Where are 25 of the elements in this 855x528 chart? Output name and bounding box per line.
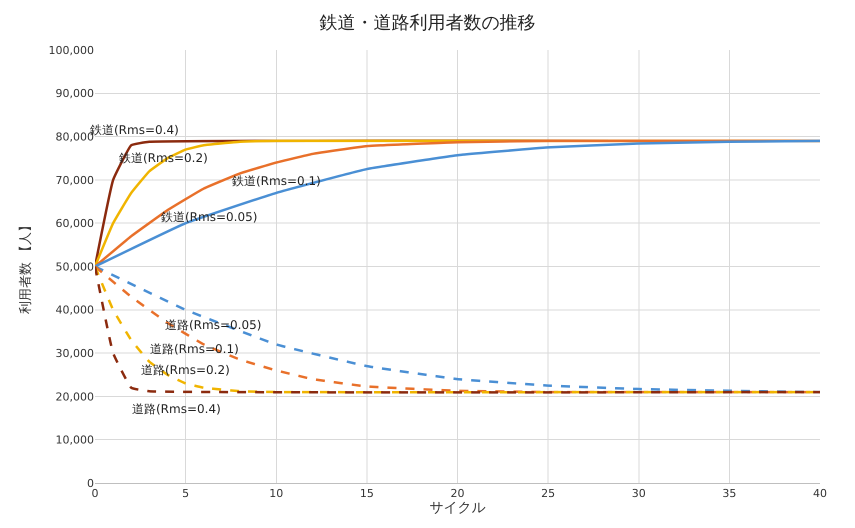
series-label: 道路(Rms=0.4) (132, 402, 221, 416)
x-tick-label: 5 (182, 487, 190, 500)
x-tick-label: 35 (722, 487, 736, 500)
x-tick-label: 10 (269, 487, 284, 500)
x-tick-label: 15 (360, 487, 374, 500)
y-tick-label: 70,000 (56, 174, 94, 187)
y-tick-label: 20,000 (56, 390, 94, 404)
series-label: 道路(Rms=0.1) (150, 342, 239, 356)
y-tick-label: 90,000 (56, 87, 94, 100)
y-tick-label: 30,000 (56, 346, 94, 360)
chart-title: 鉄道・道路利用者数の推移 (320, 12, 536, 34)
series-label: 鉄道(Rms=0.1) (232, 174, 321, 188)
y-tick-label: 100,000 (48, 44, 94, 57)
x-tick-label: 20 (450, 487, 464, 500)
x-tick-label: 40 (813, 487, 827, 500)
y-tick-label: 0 (87, 476, 94, 490)
y-tick-label: 40,000 (56, 304, 94, 317)
series-label: 道路(Rms=0.2) (141, 363, 230, 377)
y-axis-title: 利用者数 【人】 (18, 218, 34, 314)
y-tick-label: 10,000 (56, 434, 94, 447)
x-axis-title: サイクル (430, 500, 486, 516)
y-tick-label: 50,000 (56, 260, 94, 274)
x-tick-label: 30 (632, 487, 646, 500)
x-tick-label: 25 (541, 487, 556, 500)
y-tick-label: 60,000 (56, 217, 94, 230)
